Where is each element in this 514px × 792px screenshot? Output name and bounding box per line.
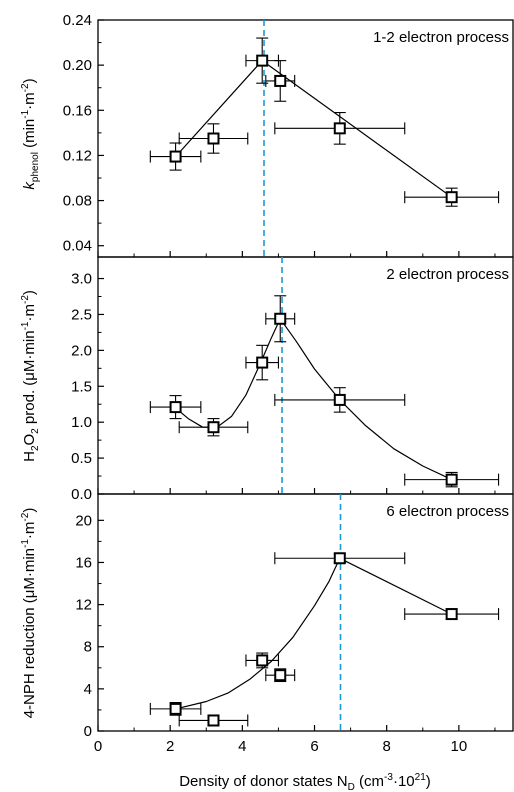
square-marker: [333, 393, 346, 406]
square-marker: [207, 421, 220, 434]
x-tick-label: 6: [310, 738, 318, 755]
data-point-top: [178, 123, 249, 154]
square-marker: [256, 54, 269, 67]
chart-panels: 0.040.080.120.160.200.241-2 electron pro…: [63, 12, 514, 755]
y-tick-label-middle: 2.5: [71, 306, 92, 323]
data-point-top: [149, 142, 202, 171]
data-point-middle: [149, 395, 202, 420]
square-marker: [169, 702, 182, 715]
panel-bottom: 0 4 8 12 16 20 0 2 4 6 8 10 6 electron process: [75, 493, 514, 755]
x-tick-label: 10: [451, 738, 468, 755]
data-point-middle: [178, 418, 249, 437]
data-point-middle: [404, 471, 500, 488]
square-marker: [256, 654, 269, 667]
y-tick-label-bottom: 12: [75, 597, 92, 614]
x-tick-label: 8: [383, 738, 391, 755]
square-marker: [169, 150, 182, 163]
square-marker: [445, 191, 458, 204]
y-tick-label-middle: 0.5: [71, 450, 92, 467]
x-tick-label: 2: [166, 738, 174, 755]
plot-frame-top: [97, 19, 514, 258]
data-point-bottom: [404, 608, 500, 621]
fit-line-top: [175, 60, 453, 198]
y-tick-label-top: 0.20: [63, 57, 92, 74]
square-marker: [333, 122, 346, 135]
data-point-middle: [274, 387, 406, 413]
data-point-bottom: [245, 652, 279, 669]
y-tick-label-top: 0.04: [63, 238, 92, 255]
square-marker: [169, 401, 182, 414]
y-tick-label-middle: 0.0: [71, 486, 92, 503]
panel-middle: 0.0 0.5 1.0 1.5 2.0 2.5 3.0 2 electron process: [71, 256, 514, 503]
y-tick-label-middle: 3.0: [71, 271, 92, 288]
data-point-top: [265, 60, 296, 102]
y-tick-label-top: 0.16: [63, 102, 92, 119]
y-tick-label-middle: 1.5: [71, 378, 92, 395]
y-tick-label-bottom: 0: [84, 723, 92, 740]
y-axis-title-top: kphenol (min-1·m-2): [20, 78, 41, 189]
panel-annotation-top: 1-2 electron process: [373, 29, 509, 46]
data-point-top: [274, 111, 406, 145]
y-tick-label-bottom: 20: [75, 512, 92, 529]
square-marker: [274, 74, 287, 87]
fit-line-bottom: [175, 557, 452, 710]
data-point-top: [404, 187, 500, 207]
square-marker: [207, 714, 220, 727]
y-tick-label-bottom: 4: [84, 681, 92, 698]
square-marker: [207, 132, 220, 145]
x-tick-label: 4: [238, 738, 246, 755]
panel-annotation-bottom: 6 electron process: [386, 503, 509, 520]
y-axis-title-middle: H2O2 prod. (μM·min-1·m-2): [20, 290, 41, 462]
data-point-middle: [245, 344, 279, 381]
data-point-top: [245, 37, 279, 84]
y-tick-label-middle: 1.0: [71, 414, 92, 431]
data-point-bottom: [265, 668, 296, 683]
square-marker: [274, 669, 287, 682]
fit-line-middle: [173, 318, 452, 481]
y-tick-label-top: 0.08: [63, 193, 92, 210]
data-point-middle: [265, 295, 296, 343]
y-tick-label-top: 0.12: [63, 147, 92, 164]
y-tick-label-middle: 2.0: [71, 342, 92, 359]
x-tick-label: 0: [94, 738, 102, 755]
plot-frame-middle: [97, 256, 514, 495]
plot-frame-bottom: [97, 493, 514, 732]
data-point-bottom: [178, 714, 249, 727]
panel-annotation-middle: 2 electron process: [386, 266, 509, 283]
y-tick-label-bottom: 16: [75, 554, 92, 571]
x-axis-title: Density of donor states ND (cm-3·1021): [179, 772, 431, 792]
y-tick-label-top: 0.24: [63, 12, 92, 29]
square-marker: [274, 312, 287, 325]
square-marker: [445, 473, 458, 486]
square-marker: [445, 608, 458, 621]
data-point-bottom: [274, 552, 406, 565]
data-point-bottom: [149, 702, 202, 716]
y-axis-title-bottom: 4-NPH reduction (μM·min-1·m-2): [20, 508, 38, 719]
panel-top: 0.04 0.08 0.12 0.16 0.20 0.24 1-2 electron pro…: [63, 12, 514, 258]
square-marker: [256, 356, 269, 369]
y-tick-label-bottom: 8: [84, 639, 92, 656]
square-marker: [333, 552, 346, 565]
